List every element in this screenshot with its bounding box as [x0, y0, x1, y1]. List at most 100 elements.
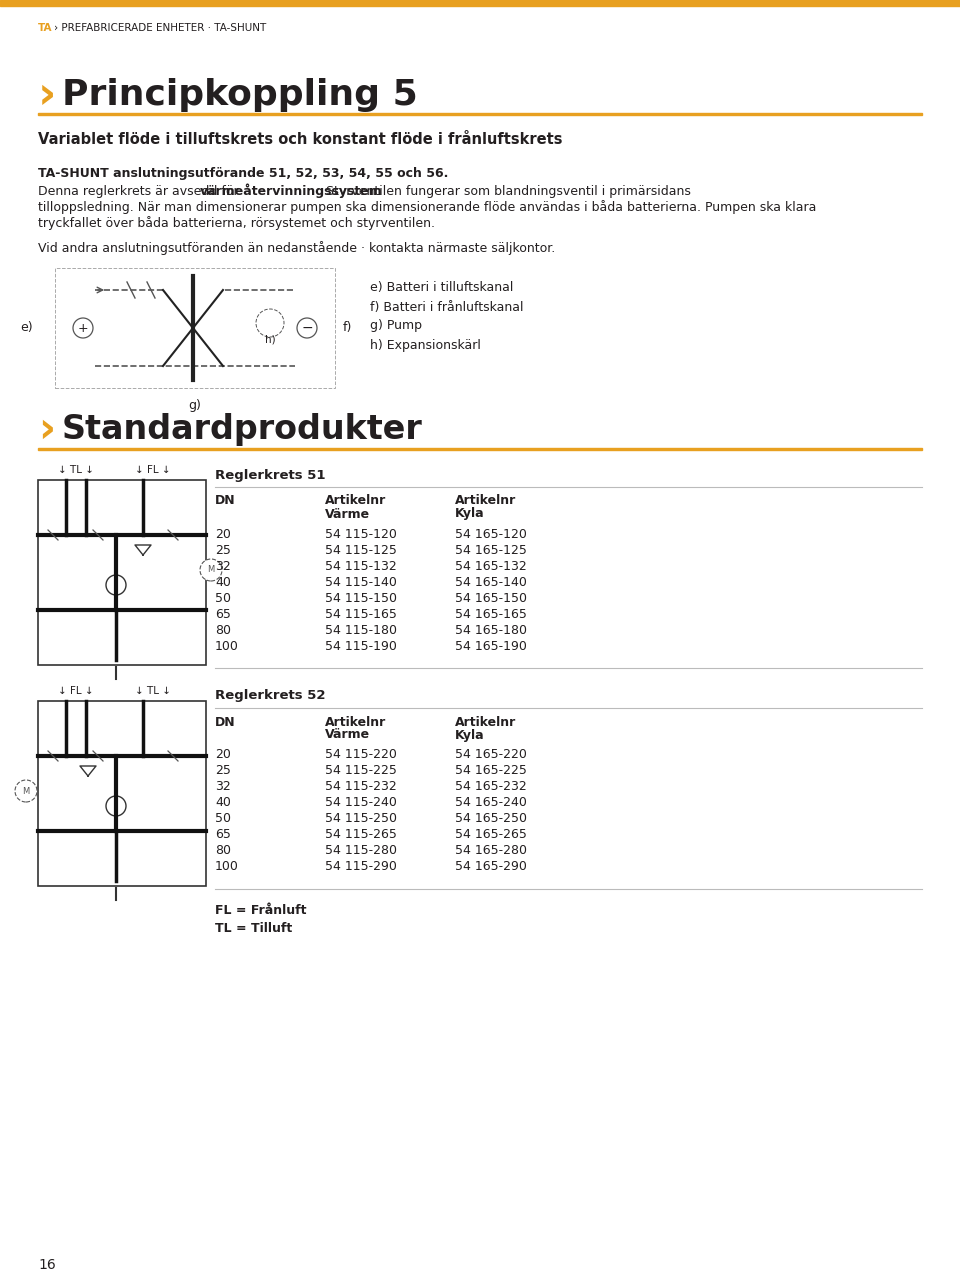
Text: 54 165-125: 54 165-125 [455, 544, 527, 557]
Text: 54 115-232: 54 115-232 [325, 781, 396, 793]
Text: 54 165-240: 54 165-240 [455, 796, 527, 809]
Text: . Styrventilen fungerar som blandningsventil i primärsidans: . Styrventilen fungerar som blandningsve… [318, 184, 691, 198]
Text: FL = Frånluft: FL = Frånluft [215, 904, 306, 917]
Text: 16: 16 [38, 1258, 56, 1272]
Circle shape [200, 559, 222, 581]
Text: 54 115-165: 54 115-165 [325, 607, 396, 621]
Text: 54 165-190: 54 165-190 [455, 639, 527, 652]
Text: g): g) [188, 400, 202, 413]
Text: 25: 25 [215, 764, 230, 778]
Text: 54 115-280: 54 115-280 [325, 845, 397, 858]
Text: 50: 50 [215, 813, 231, 826]
Text: 54 165-165: 54 165-165 [455, 607, 527, 621]
Text: Kyla: Kyla [455, 728, 485, 742]
Text: 54 165-250: 54 165-250 [455, 813, 527, 826]
Bar [38, 480, 206, 665]
Text: 54 115-132: 54 115-132 [325, 559, 396, 572]
Text: 54 165-120: 54 165-120 [455, 527, 527, 540]
Text: 54 115-140: 54 115-140 [325, 576, 396, 589]
Text: h) Expansionskärl: h) Expansionskärl [370, 338, 481, 351]
Text: Variablet flöde i tilluftskrets och konstant flöde i frånluftskrets: Variablet flöde i tilluftskrets och kons… [38, 132, 563, 148]
Text: 54 115-180: 54 115-180 [325, 624, 397, 637]
Text: g) Pump: g) Pump [370, 319, 422, 333]
Text: ↓ TL ↓: ↓ TL ↓ [135, 685, 171, 696]
Text: 65: 65 [215, 828, 230, 841]
Text: 54 165-140: 54 165-140 [455, 576, 527, 589]
Text: 54 115-250: 54 115-250 [325, 813, 397, 826]
Text: 54 115-265: 54 115-265 [325, 828, 396, 841]
Text: 32: 32 [215, 781, 230, 793]
Text: ↓ FL ↓: ↓ FL ↓ [59, 685, 94, 696]
Text: f): f) [343, 322, 352, 334]
Text: M: M [207, 566, 215, 575]
Text: Artikelnr: Artikelnr [325, 715, 386, 728]
Text: Värme: Värme [325, 728, 371, 742]
Text: M: M [22, 787, 30, 796]
Text: 54 115-125: 54 115-125 [325, 544, 396, 557]
Text: 54 165-132: 54 165-132 [455, 559, 527, 572]
Text: tryckfallet över båda batterierna, rörsystemet och styrventilen.: tryckfallet över båda batterierna, rörsy… [38, 216, 435, 230]
Text: ↓ TL ↓: ↓ TL ↓ [58, 466, 94, 475]
Text: Artikelnr: Artikelnr [455, 495, 516, 508]
Text: 54 165-225: 54 165-225 [455, 764, 527, 778]
Bar [38, 113, 922, 114]
Text: 54 115-190: 54 115-190 [325, 639, 396, 652]
Text: 54 115-120: 54 115-120 [325, 527, 396, 540]
Text: 54 115-225: 54 115-225 [325, 764, 396, 778]
Text: 40: 40 [215, 796, 230, 809]
Text: Artikelnr: Artikelnr [325, 495, 386, 508]
Text: ›: › [38, 409, 55, 451]
Text: f) Batteri i frånluftskanal: f) Batteri i frånluftskanal [370, 301, 523, 314]
Text: 54 165-220: 54 165-220 [455, 748, 527, 761]
Text: 54 115-220: 54 115-220 [325, 748, 396, 761]
Text: 65: 65 [215, 607, 230, 621]
Text: Denna reglerkrets är avsedd för: Denna reglerkrets är avsedd för [38, 184, 243, 198]
Text: e): e) [20, 322, 33, 334]
Text: TA: TA [38, 23, 53, 33]
Text: 54 165-280: 54 165-280 [455, 845, 527, 858]
Text: › PREFABRICERADE ENHETER · TA-SHUNT: › PREFABRICERADE ENHETER · TA-SHUNT [54, 23, 266, 33]
Text: tilloppsledning. När man dimensionerar pumpen ska dimensionerande flöde användas: tilloppsledning. När man dimensionerar p… [38, 201, 816, 213]
Bar [38, 701, 206, 886]
Bar [38, 448, 922, 450]
Text: värmeåtervinningssystem: värmeåtervinningssystem [200, 184, 382, 198]
Text: DN: DN [215, 715, 235, 728]
Text: +: + [78, 322, 88, 334]
Text: ›: › [38, 73, 57, 117]
Text: Principkoppling 5: Principkoppling 5 [62, 78, 418, 112]
Text: −: − [301, 322, 313, 334]
Text: Vid andra anslutningsutföranden än nedanstående · kontakta närmaste säljkontor.: Vid andra anslutningsutföranden än nedan… [38, 240, 555, 255]
Text: 54 115-290: 54 115-290 [325, 860, 396, 873]
Text: 80: 80 [215, 624, 231, 637]
Text: Reglerkrets 51: Reglerkrets 51 [215, 468, 325, 481]
Text: 54 165-232: 54 165-232 [455, 781, 527, 793]
Text: 100: 100 [215, 639, 239, 652]
Text: TL = Tilluft: TL = Tilluft [215, 922, 292, 935]
Text: ↓ FL ↓: ↓ FL ↓ [135, 466, 171, 475]
Text: h): h) [265, 334, 276, 345]
Bar [55, 267, 335, 388]
Text: 32: 32 [215, 559, 230, 572]
Text: 100: 100 [215, 860, 239, 873]
Bar [0, 0, 960, 6]
Text: 54 165-265: 54 165-265 [455, 828, 527, 841]
Text: 54 165-290: 54 165-290 [455, 860, 527, 873]
Text: 54 115-240: 54 115-240 [325, 796, 396, 809]
Text: 25: 25 [215, 544, 230, 557]
Text: Värme: Värme [325, 508, 371, 521]
Text: 54 165-150: 54 165-150 [455, 592, 527, 604]
Text: Standardprodukter: Standardprodukter [62, 414, 422, 446]
Circle shape [15, 781, 37, 802]
Text: 40: 40 [215, 576, 230, 589]
Text: 80: 80 [215, 845, 231, 858]
Text: Kyla: Kyla [455, 508, 485, 521]
Text: 54 115-150: 54 115-150 [325, 592, 397, 604]
Text: 54 165-180: 54 165-180 [455, 624, 527, 637]
Text: TA-SHUNT anslutningsutförande 51, 52, 53, 54, 55 och 56.: TA-SHUNT anslutningsutförande 51, 52, 53… [38, 167, 448, 180]
Text: 20: 20 [215, 748, 230, 761]
Text: Artikelnr: Artikelnr [455, 715, 516, 728]
Text: 20: 20 [215, 527, 230, 540]
Text: 50: 50 [215, 592, 231, 604]
Text: Reglerkrets 52: Reglerkrets 52 [215, 689, 325, 702]
Text: DN: DN [215, 495, 235, 508]
